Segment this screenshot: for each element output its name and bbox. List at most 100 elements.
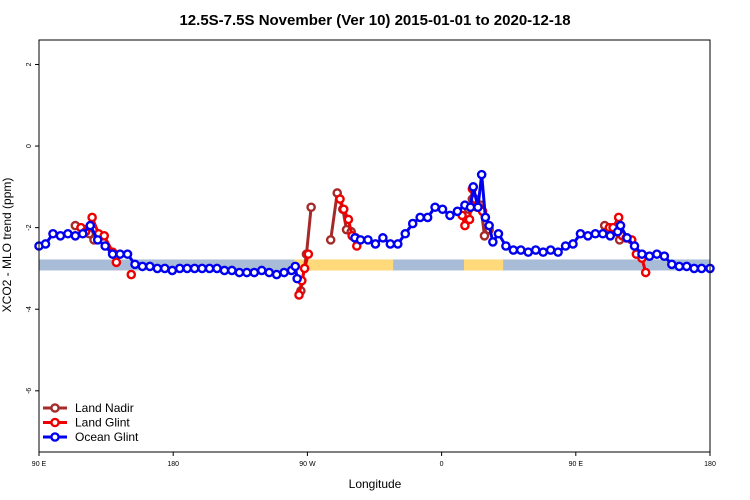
data-point [92, 235, 103, 245]
y-axis-label: XCO2 - MLO trend (ppm) [0, 178, 14, 313]
data-point [294, 290, 304, 300]
data-point [590, 228, 601, 239]
data-point [363, 235, 373, 245]
data-point [479, 231, 490, 241]
data-point [464, 214, 475, 225]
y-axis: -6 -4 -2 0 2 [26, 62, 39, 394]
data-point [530, 245, 541, 255]
data-point [681, 261, 692, 272]
data-point [99, 231, 110, 241]
data-point [264, 267, 274, 278]
data-point [126, 269, 137, 280]
data-point [622, 233, 632, 243]
data-point [234, 267, 245, 278]
data-point [48, 228, 58, 239]
plot-frame [38, 39, 711, 453]
data-point [279, 267, 289, 278]
data-point [523, 247, 534, 257]
data-point [644, 251, 655, 261]
data-point [407, 218, 418, 229]
legend-label: Land Glint [75, 416, 130, 430]
data-point [256, 265, 267, 276]
data-point [415, 212, 425, 223]
chart-title: 12.5S-7.5S November (Ver 10) 2015-01-01 … [179, 12, 570, 29]
x-tick-label: 90 W [299, 461, 316, 468]
data-point [189, 263, 200, 274]
data-point [476, 169, 487, 180]
data-point [100, 241, 110, 251]
data-point [468, 182, 479, 192]
data-point [115, 249, 125, 259]
data-point [553, 247, 563, 257]
legend-swatch-point [50, 432, 60, 442]
data-point [473, 202, 483, 213]
data-point [335, 194, 345, 204]
data-point [696, 263, 707, 274]
data-point [160, 263, 170, 274]
x-tick-label: 90 E [569, 461, 584, 468]
data-point [167, 265, 178, 276]
data-point [598, 228, 608, 239]
data-point [538, 247, 548, 257]
data-point [219, 265, 230, 276]
data-point [640, 267, 651, 278]
data-point [355, 235, 366, 245]
data-point [174, 263, 185, 274]
legend-item: Land Nadir [43, 401, 134, 415]
data-point [460, 220, 470, 231]
data-point [652, 249, 662, 259]
data-point [689, 263, 699, 274]
data-point [516, 245, 526, 255]
data-point [568, 239, 578, 249]
data-point [615, 220, 626, 231]
data-point [70, 231, 81, 241]
data-point [575, 228, 586, 239]
y-tick-label: -2 [26, 224, 33, 230]
data-point [545, 245, 556, 255]
data-point [242, 267, 252, 278]
data-point [212, 263, 222, 274]
data-point [629, 241, 640, 251]
x-axis-label: Longitude [349, 477, 402, 491]
data-point [508, 245, 519, 255]
data-point [85, 220, 96, 231]
data-point [465, 202, 476, 213]
y-tick-label: -4 [26, 306, 33, 312]
data-point [437, 204, 448, 215]
data-point [303, 249, 314, 259]
land-ocean-band [39, 259, 710, 271]
data-point [583, 231, 593, 241]
data-point [422, 212, 433, 223]
data-point [493, 228, 504, 239]
data-point [659, 251, 670, 261]
data-point [400, 228, 411, 239]
data-point [370, 239, 381, 249]
data-point [306, 202, 316, 213]
x-tick-label: 0 [440, 461, 444, 468]
data-point [145, 261, 155, 272]
data-point [292, 273, 302, 284]
y-tick-label: 2 [26, 62, 33, 66]
data-point [560, 241, 571, 251]
series-layer [34, 169, 715, 300]
data-point [488, 237, 498, 247]
data-point [111, 257, 122, 268]
data-point [325, 235, 336, 245]
data-point [385, 239, 396, 249]
data-point [501, 241, 511, 251]
data-point [338, 204, 349, 215]
data-point [63, 228, 73, 239]
data-point [152, 263, 163, 274]
x-axis: 90 E 180 90 W 0 90 E 180 [32, 452, 716, 468]
data-point [87, 212, 97, 223]
data-point [107, 249, 118, 259]
legend-swatch-point [50, 417, 60, 428]
data-point [392, 239, 403, 249]
data-point [78, 228, 88, 239]
data-point [227, 265, 237, 276]
x-tick-label: 90 E [32, 461, 47, 468]
y-tick-label: -6 [26, 388, 33, 394]
data-point [637, 249, 647, 259]
data-point [674, 261, 685, 272]
